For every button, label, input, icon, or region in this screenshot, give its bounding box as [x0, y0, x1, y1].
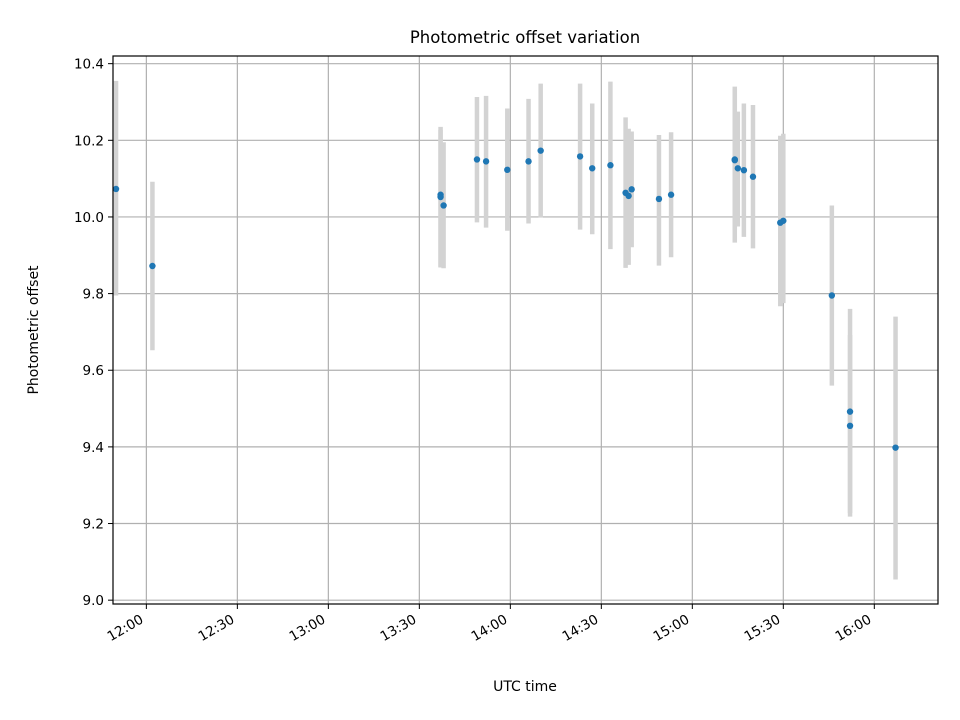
data-point: [846, 422, 854, 430]
y-axis-ticks: 9.0 9.2 9.4 9.6 9.8 10.0 10.2 10.4: [74, 57, 113, 609]
data-point: [576, 153, 584, 160]
x-tick-label: 13:00: [287, 612, 329, 645]
y-axis-title: Photometric offset: [26, 265, 42, 395]
data-point: [892, 444, 899, 451]
plot-frame: [112, 55, 939, 605]
grid: [113, 56, 938, 604]
data-point: [112, 185, 120, 193]
data-points: [112, 147, 899, 451]
data-point: [780, 217, 787, 224]
x-tick-label: 14:30: [560, 612, 602, 645]
data-point: [589, 165, 596, 172]
x-tick-label: 12:30: [196, 612, 238, 645]
data-point: [749, 173, 757, 180]
data-point: [625, 192, 632, 200]
y-tick-label: 9.8: [83, 287, 104, 303]
data-point: [655, 195, 663, 203]
x-tick-label: 13:30: [378, 612, 420, 645]
data-point: [437, 193, 444, 201]
data-point: [607, 162, 614, 169]
data-point: [667, 191, 675, 198]
data-point: [482, 158, 490, 165]
data-point: [628, 186, 635, 193]
y-tick-label: 9.2: [83, 517, 104, 533]
data-point: [846, 408, 854, 415]
x-tick-label: 15:30: [742, 612, 784, 645]
y-tick-label: 10.2: [74, 133, 104, 149]
x-tick-label: 16:00: [833, 612, 875, 645]
error-bars: [113, 80, 898, 580]
x-tick-label: 12:00: [105, 612, 147, 645]
y-tick-label: 10.4: [74, 57, 104, 73]
data-point: [537, 147, 544, 154]
y-tick-label: 9.6: [83, 363, 104, 379]
data-point: [473, 156, 481, 163]
y-tick-label: 10.0: [74, 210, 104, 226]
data-point: [149, 262, 156, 270]
data-point: [734, 165, 742, 172]
y-tick-label: 9.0: [83, 593, 104, 609]
data-point: [740, 166, 748, 174]
x-axis-ticks: 12:00 12:30 13:00 13:30 14:00 14:30 15:00 15:30…: [105, 604, 875, 645]
chart-title: Photometric offset variation: [410, 28, 640, 47]
x-axis-title: UTC time: [493, 679, 557, 695]
data-point: [440, 202, 447, 209]
x-tick-label: 15:00: [651, 612, 693, 645]
data-point: [731, 156, 738, 163]
y-tick-label: 9.4: [83, 440, 104, 456]
data-point: [828, 292, 836, 299]
data-point: [525, 158, 532, 165]
data-point: [504, 166, 511, 174]
x-tick-label: 14:00: [469, 612, 511, 645]
